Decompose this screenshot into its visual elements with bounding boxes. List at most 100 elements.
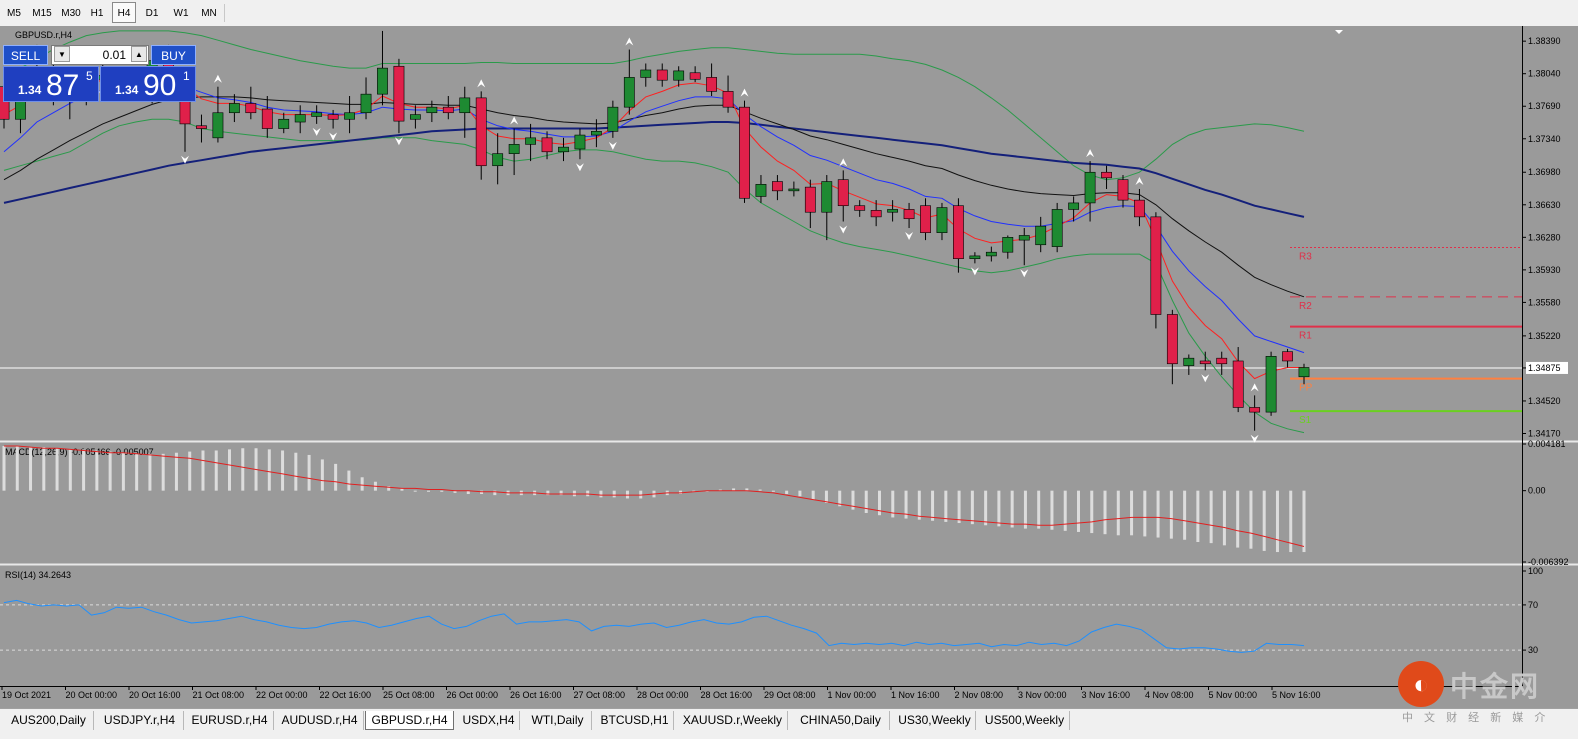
fractal-down-icon xyxy=(839,225,848,234)
tab-eurusd[interactable]: EURUSD.r,H4 xyxy=(186,711,274,730)
candle xyxy=(640,63,652,87)
candle xyxy=(393,58,405,134)
candle xyxy=(1150,212,1162,329)
candle-body xyxy=(1298,367,1310,378)
macd-histogram-bar xyxy=(1169,490,1173,539)
candle xyxy=(837,170,849,222)
timeframe-m30[interactable]: M30 xyxy=(61,8,81,19)
macd-histogram-bar xyxy=(174,452,178,491)
candle-body xyxy=(1282,351,1293,362)
candle xyxy=(870,200,882,227)
candle xyxy=(953,198,964,273)
candle xyxy=(327,109,339,129)
timeframe-h1[interactable]: H1 xyxy=(90,8,104,19)
tab-usdjpy[interactable]: USDJPY.r,H4 xyxy=(96,711,184,730)
candle xyxy=(1035,216,1047,253)
lot-decrease-icon[interactable]: ▼ xyxy=(54,46,70,62)
candle xyxy=(1117,175,1129,208)
timeframe-h4[interactable]: H4 xyxy=(112,2,136,23)
candle-body xyxy=(969,255,981,260)
chart-window[interactable]: 1.38390 1.38040 1.37690 1.37340 1.36980 1.366… xyxy=(0,26,1578,708)
candle xyxy=(656,63,668,87)
macd-histogram-bar xyxy=(1103,490,1107,535)
macd-histogram-bar xyxy=(864,490,868,513)
tab-gbpusd[interactable]: GBPUSD.r,H4 xyxy=(365,711,454,730)
candle-body xyxy=(1216,357,1228,365)
macd-histogram-bar xyxy=(891,490,895,518)
macd-histogram-bar xyxy=(400,488,404,491)
pivot-label-r2: R2 xyxy=(1299,301,1312,312)
rsi-axis-label: 100 xyxy=(1528,566,1543,576)
candle xyxy=(1216,351,1228,375)
time-tick-label: 21 Oct 08:00 xyxy=(193,690,245,700)
fractal-up-icon xyxy=(510,116,519,125)
timeframe-d1[interactable]: D1 xyxy=(145,8,159,19)
macd-histogram-bar xyxy=(1249,490,1253,549)
candle xyxy=(969,252,981,264)
timeframe-w1[interactable]: W1 xyxy=(173,8,189,19)
tab-xauusd[interactable]: XAUUSD.r,Weekly xyxy=(678,711,788,730)
macd-histogram-bar xyxy=(1196,490,1200,543)
sell-price-prefix: 1.34 xyxy=(18,83,42,97)
tab-china50[interactable]: CHINA50,Daily xyxy=(792,711,890,730)
tab-aus200[interactable]: AUS200,Daily xyxy=(4,711,94,730)
timeframe-toolbar: M5 M15 M30 H1 H4 D1 W1 MN xyxy=(0,0,1578,27)
chart-canvas[interactable]: 1.38390 1.38040 1.37690 1.37340 1.36980 1.366… xyxy=(0,26,1578,708)
tab-wti[interactable]: WTI,Daily xyxy=(524,711,592,730)
candle-body xyxy=(1051,209,1063,247)
bollinger-lower-line xyxy=(3,118,1305,434)
price-tick-label: 1.37340 xyxy=(1528,134,1561,144)
timeframe-m5[interactable]: M5 xyxy=(7,8,21,19)
candle-body xyxy=(673,70,685,81)
price-tick-label: 1.37690 xyxy=(1528,101,1561,111)
macd-axis-label: 0.004181 xyxy=(1528,439,1566,449)
candle-body xyxy=(475,97,487,167)
macd-histogram-bar xyxy=(1050,490,1054,530)
candle-body xyxy=(755,184,767,197)
macd-histogram-bar xyxy=(135,453,139,491)
time-tick-label: 28 Oct 00:00 xyxy=(637,690,689,700)
candle xyxy=(294,105,306,134)
lot-increase-icon[interactable]: ▲ xyxy=(131,46,147,62)
macd-histogram-bar xyxy=(108,451,112,491)
macd-histogram-bar xyxy=(798,490,802,497)
macd-histogram-bar xyxy=(188,451,192,491)
time-tick-label: 26 Oct 16:00 xyxy=(510,690,562,700)
sell-price-fraction: 5 xyxy=(86,69,93,83)
macd-histogram-bar xyxy=(984,490,988,526)
price-tick-label: 1.35580 xyxy=(1528,297,1561,307)
buy-price-fraction: 1 xyxy=(183,69,190,83)
candle-body xyxy=(1002,237,1014,253)
tab-usdx[interactable]: USDX,H4 xyxy=(458,711,520,730)
candle-body xyxy=(1068,202,1080,210)
macd-histogram-bar xyxy=(161,453,165,491)
tab-audusd[interactable]: AUDUSD.r,H4 xyxy=(276,711,364,730)
tab-us500[interactable]: US500,Weekly xyxy=(980,711,1070,730)
time-tick-label: 3 Nov 16:00 xyxy=(1082,690,1131,700)
timeframe-m15[interactable]: M15 xyxy=(32,8,52,19)
macd-histogram-bar xyxy=(148,453,152,491)
fractal-down-icon xyxy=(1250,434,1259,443)
sell-button[interactable]: SELL xyxy=(3,45,48,65)
candle-body xyxy=(344,112,355,120)
fractal-down-icon xyxy=(905,232,914,241)
candle-body xyxy=(426,106,438,114)
candle-body xyxy=(804,186,816,213)
ma-mid-blue-line xyxy=(3,80,1305,354)
tab-us30[interactable]: US30,Weekly xyxy=(894,711,976,730)
macd-histogram-bar xyxy=(904,490,908,519)
macd-histogram-bar xyxy=(1302,490,1306,553)
macd-signal-line xyxy=(4,445,1305,547)
buy-price-box[interactable]: 1.34 90 1 xyxy=(100,66,196,102)
buy-button[interactable]: BUY xyxy=(151,45,196,65)
time-tick-label: 1 Nov 16:00 xyxy=(891,690,940,700)
sell-price-box[interactable]: 1.34 87 5 xyxy=(3,66,99,102)
fractal-up-icon xyxy=(740,88,749,97)
symbol-label: GBPUSD.r,H4 xyxy=(15,30,73,40)
lot-size-input[interactable]: 0.01 xyxy=(51,45,149,65)
candle-body xyxy=(1018,235,1030,241)
macd-histogram-bar xyxy=(612,490,616,498)
timeframe-mn[interactable]: MN xyxy=(201,8,217,19)
macd-histogram-bar xyxy=(838,490,842,507)
tab-btcusd[interactable]: BTCUSD,H1 xyxy=(596,711,674,730)
